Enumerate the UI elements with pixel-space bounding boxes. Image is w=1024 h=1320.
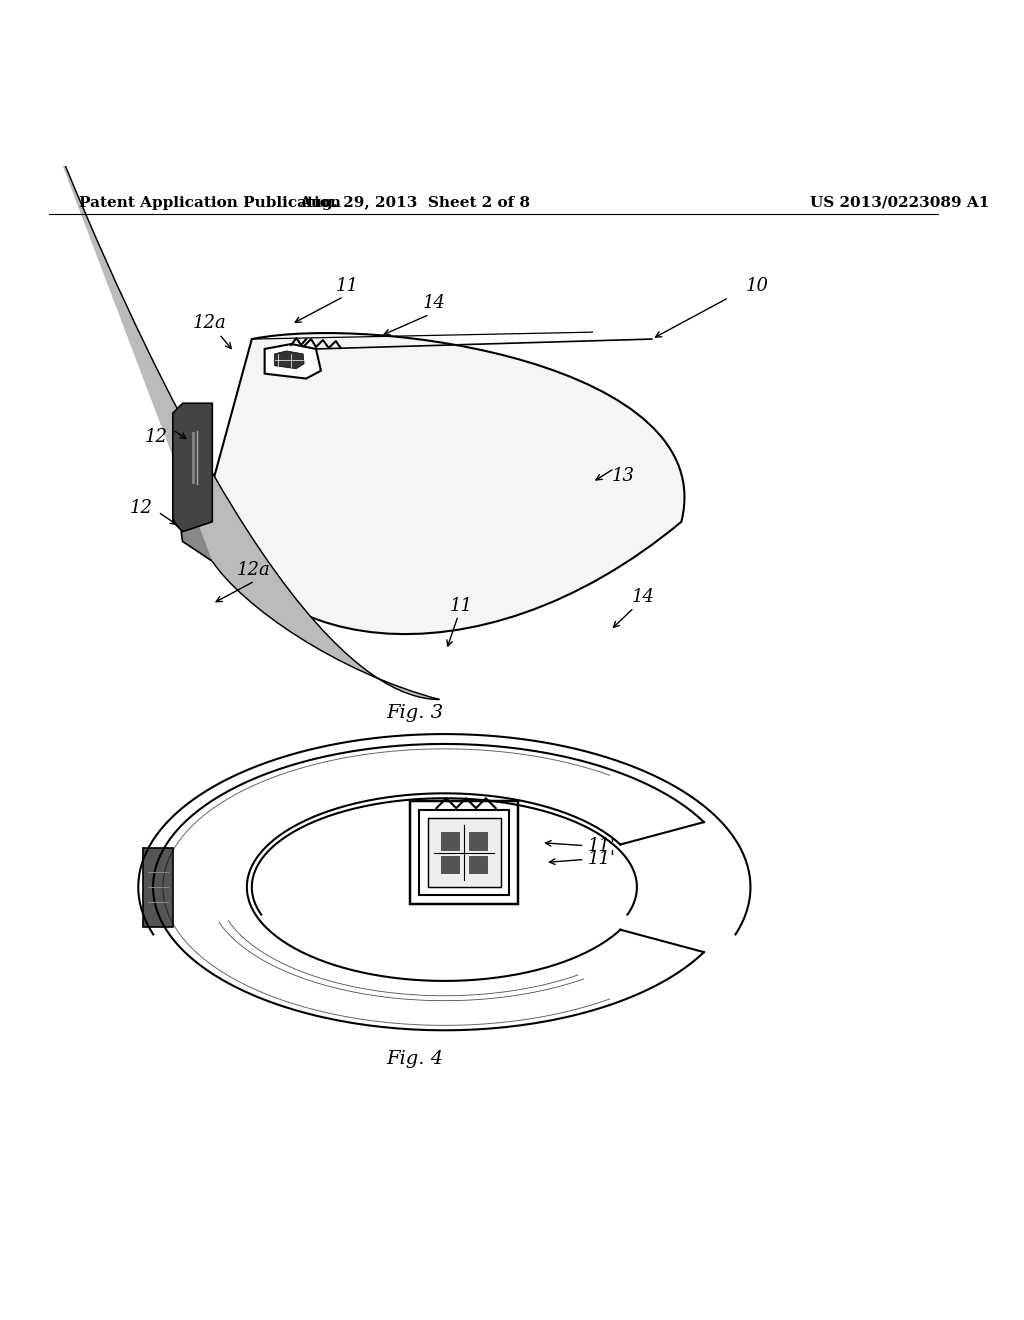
Text: 11': 11'	[588, 837, 615, 854]
PathPatch shape	[181, 433, 212, 561]
Text: US 2013/0223089 A1: US 2013/0223089 A1	[810, 195, 989, 210]
Text: 13: 13	[612, 467, 635, 486]
Text: 12: 12	[130, 499, 153, 517]
Polygon shape	[274, 351, 304, 368]
Polygon shape	[264, 345, 321, 379]
FancyBboxPatch shape	[428, 818, 501, 887]
Text: 14: 14	[632, 587, 655, 606]
Text: 12a: 12a	[193, 314, 226, 333]
Bar	[441, 855, 459, 874]
Polygon shape	[143, 847, 173, 927]
FancyBboxPatch shape	[419, 810, 509, 895]
PathPatch shape	[212, 561, 439, 700]
Polygon shape	[173, 403, 212, 532]
PathPatch shape	[208, 333, 684, 634]
Text: Fig. 4: Fig. 4	[386, 1049, 443, 1068]
Text: 10: 10	[745, 277, 769, 294]
Text: 14: 14	[423, 294, 445, 313]
Text: 12a: 12a	[237, 561, 270, 579]
Text: Aug. 29, 2013  Sheet 2 of 8: Aug. 29, 2013 Sheet 2 of 8	[299, 195, 530, 210]
Text: 11: 11	[450, 597, 472, 615]
Bar	[469, 855, 486, 874]
Bar	[441, 832, 459, 850]
Text: Fig. 3: Fig. 3	[386, 705, 443, 722]
Text: 11: 11	[336, 277, 358, 294]
Text: Patent Application Publication: Patent Application Publication	[79, 195, 341, 210]
Text: 12: 12	[144, 428, 168, 446]
Text: 11': 11'	[588, 850, 615, 869]
Bar	[469, 832, 486, 850]
